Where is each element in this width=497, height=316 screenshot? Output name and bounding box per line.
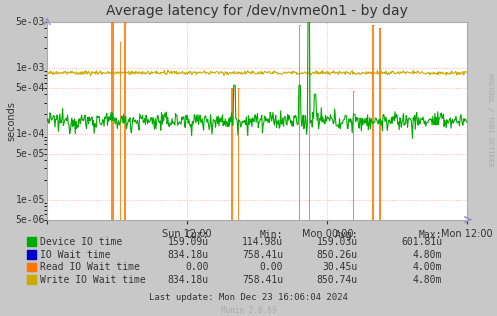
Bar xyxy=(379,28,381,220)
Text: 5e-05: 5e-05 xyxy=(16,149,45,159)
Bar xyxy=(353,91,354,220)
Text: 850.26u: 850.26u xyxy=(317,250,358,260)
Text: 1e-05: 1e-05 xyxy=(16,195,45,205)
Text: 159.03u: 159.03u xyxy=(317,237,358,247)
Text: 5e-04: 5e-04 xyxy=(16,83,45,93)
Text: Max:: Max: xyxy=(419,230,442,240)
Text: seconds: seconds xyxy=(6,101,16,141)
Text: Munin 2.0.69: Munin 2.0.69 xyxy=(221,306,276,315)
Text: 834.18u: 834.18u xyxy=(167,250,209,260)
Text: Cur:: Cur: xyxy=(185,230,209,240)
Bar xyxy=(124,22,126,220)
Text: 758.41u: 758.41u xyxy=(242,250,283,260)
Text: 1e-04: 1e-04 xyxy=(16,129,45,139)
Text: IO Wait time: IO Wait time xyxy=(40,250,110,260)
Bar xyxy=(111,22,114,220)
Text: 4.00m: 4.00m xyxy=(413,262,442,272)
Text: 5e-03: 5e-03 xyxy=(16,17,45,27)
Text: Read IO Wait time: Read IO Wait time xyxy=(40,262,140,272)
Text: Last update: Mon Dec 23 16:06:04 2024: Last update: Mon Dec 23 16:06:04 2024 xyxy=(149,293,348,302)
Text: 758.41u: 758.41u xyxy=(242,275,283,285)
Title: Average latency for /dev/nvme0n1 - by day: Average latency for /dev/nvme0n1 - by da… xyxy=(106,4,408,18)
Text: 30.45u: 30.45u xyxy=(323,262,358,272)
Text: 159.09u: 159.09u xyxy=(167,237,209,247)
Bar xyxy=(231,88,234,220)
Text: 0.00: 0.00 xyxy=(260,262,283,272)
Text: Device IO time: Device IO time xyxy=(40,237,122,247)
Bar xyxy=(309,22,310,220)
Text: 0.00: 0.00 xyxy=(185,262,209,272)
Bar xyxy=(372,25,374,220)
Text: Write IO Wait time: Write IO Wait time xyxy=(40,275,146,285)
Bar xyxy=(120,42,121,220)
Text: 601.81u: 601.81u xyxy=(401,237,442,247)
Text: 4.80m: 4.80m xyxy=(413,250,442,260)
Bar xyxy=(238,88,239,220)
Text: Min:: Min: xyxy=(260,230,283,240)
Text: 5e-06: 5e-06 xyxy=(16,215,45,225)
Bar xyxy=(299,25,300,220)
Text: 850.74u: 850.74u xyxy=(317,275,358,285)
Text: RRDTOOL / TOBI OETIKER: RRDTOOL / TOBI OETIKER xyxy=(487,73,493,167)
Text: 4.80m: 4.80m xyxy=(413,275,442,285)
Text: Avg:: Avg: xyxy=(334,230,358,240)
Text: 114.98u: 114.98u xyxy=(242,237,283,247)
Text: 1e-03: 1e-03 xyxy=(16,63,45,73)
Text: 834.18u: 834.18u xyxy=(167,275,209,285)
